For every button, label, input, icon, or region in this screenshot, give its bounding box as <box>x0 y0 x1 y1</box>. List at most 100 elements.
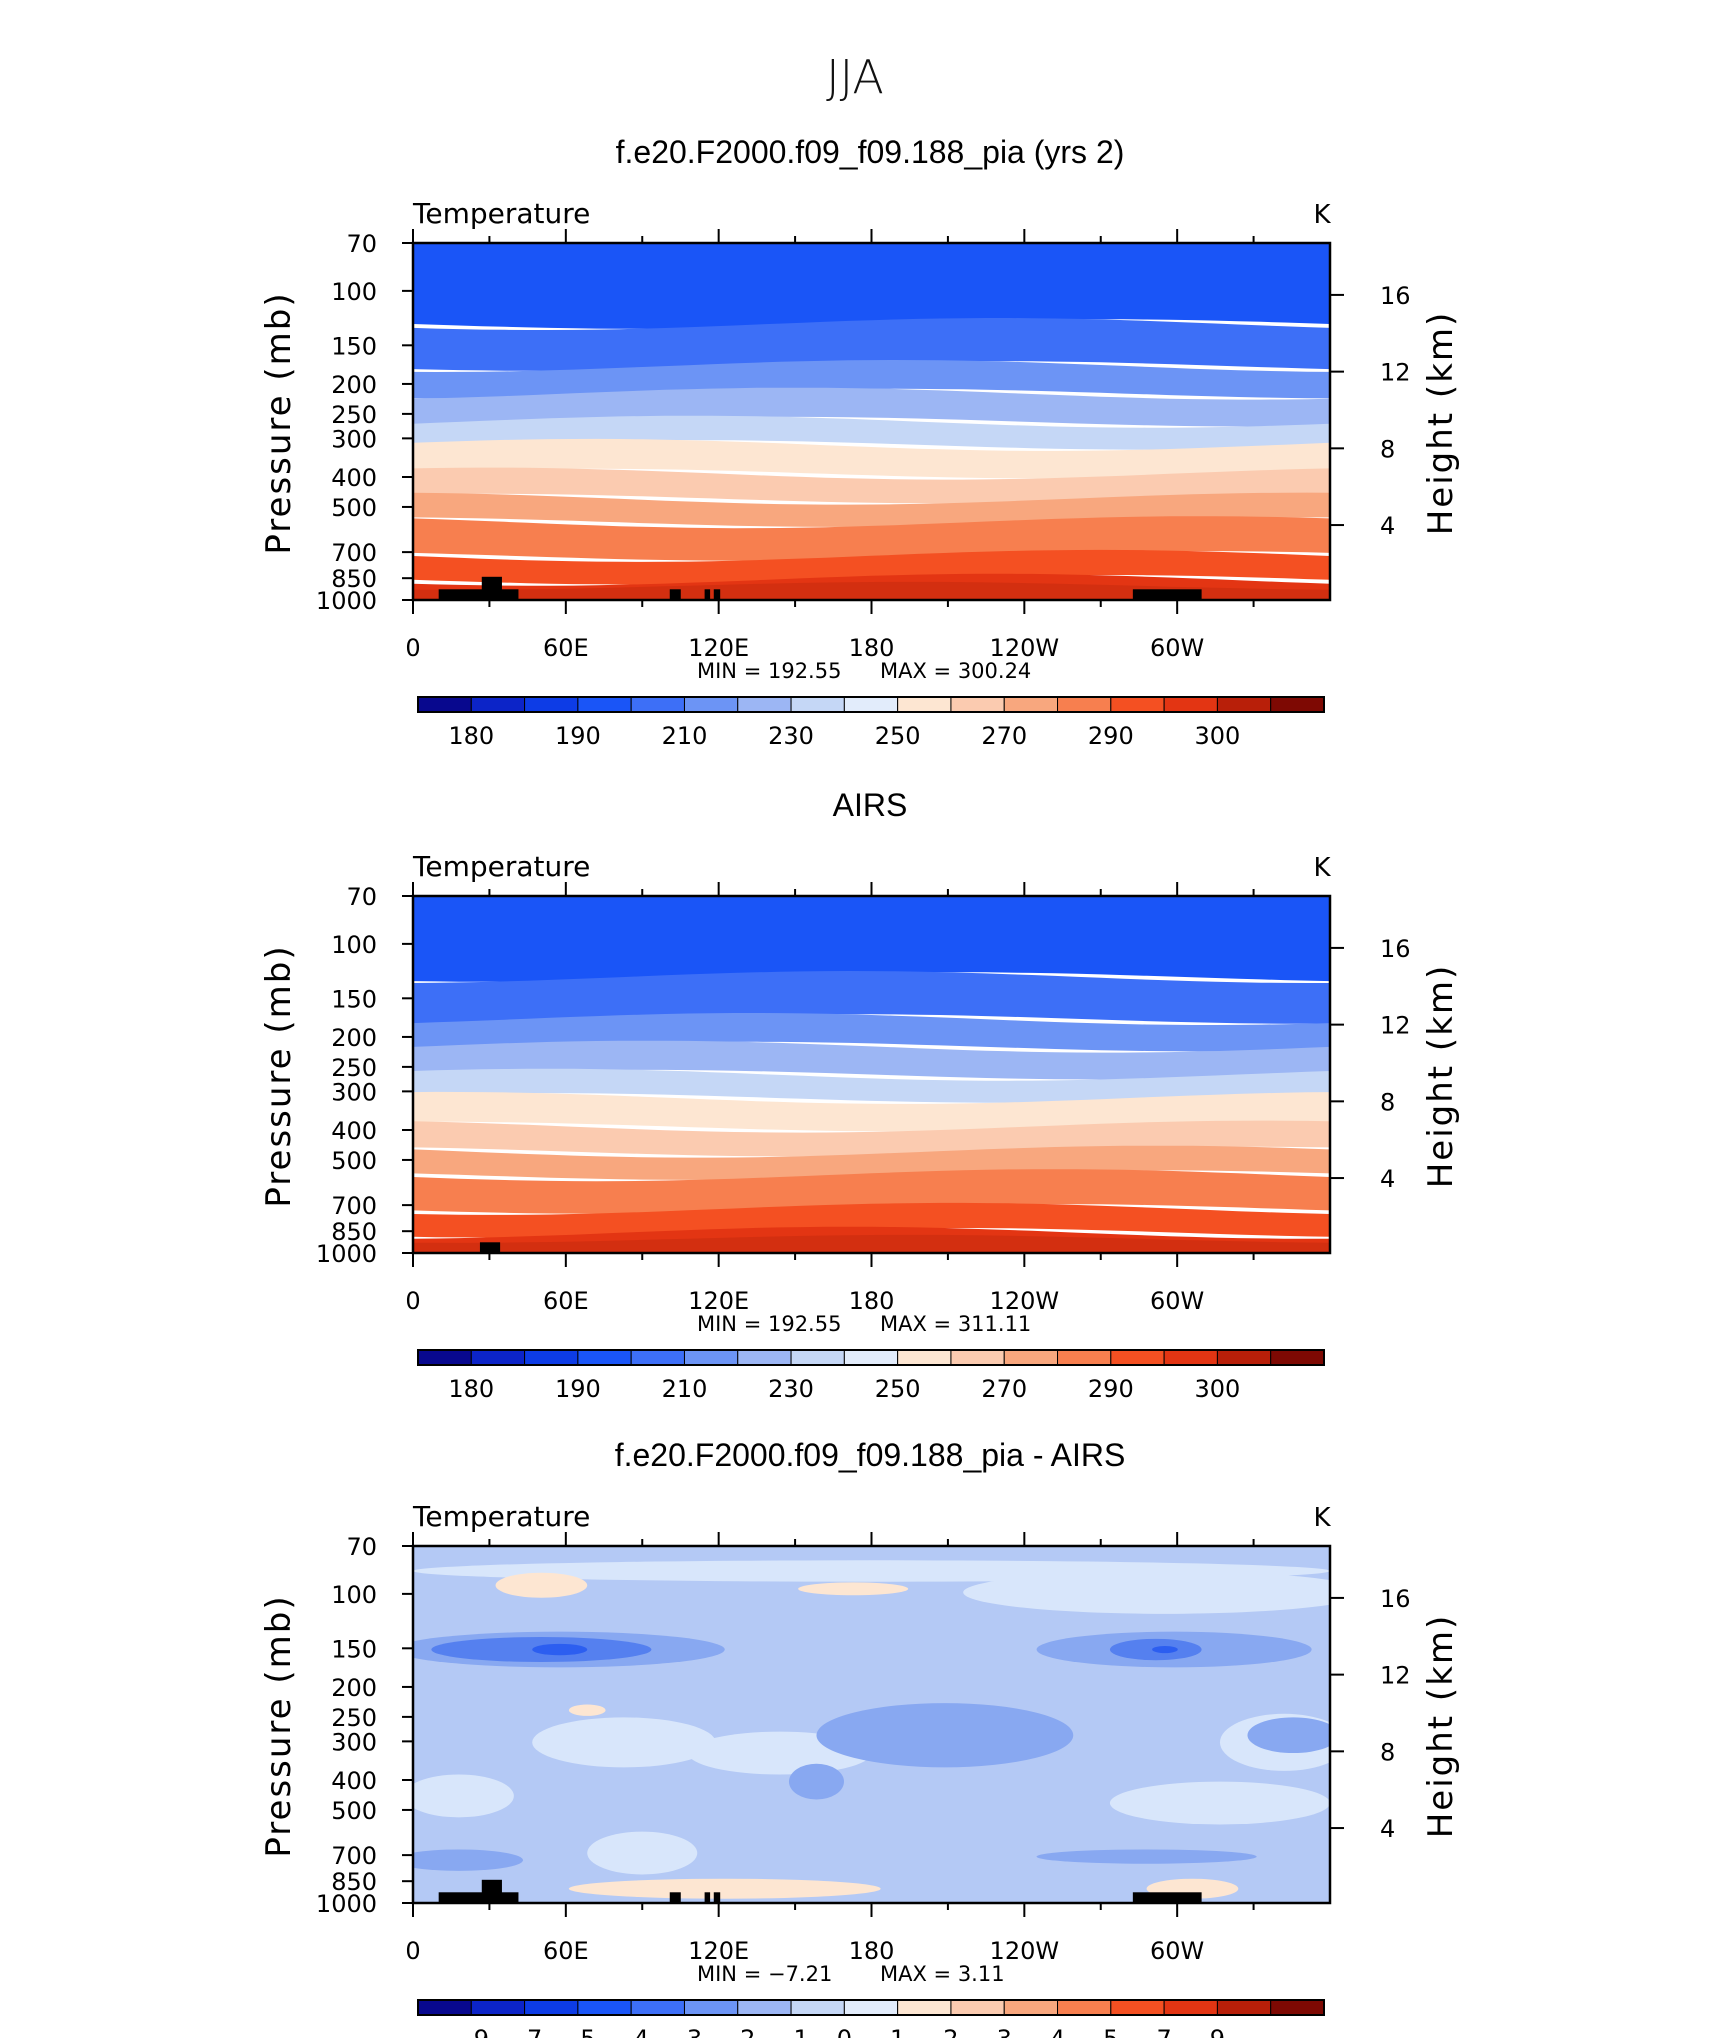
contour-blob <box>495 1572 588 1598</box>
y-tick-label: 1000 <box>316 587 377 615</box>
colorbar-label: 1 <box>890 2025 905 2038</box>
colorbar-box <box>683 1349 739 1366</box>
contour-field <box>413 1546 1330 1903</box>
contour-blob <box>1109 1781 1330 1825</box>
land-mask <box>669 1892 681 1903</box>
colorbar-box <box>1057 1999 1112 2016</box>
contour-blob <box>568 1704 606 1716</box>
colorbar-label: 4 <box>1050 2025 1065 2038</box>
colorbar-label: 270 <box>981 722 1027 750</box>
contour-blob <box>568 1878 881 1899</box>
colorbar-box <box>1163 696 1218 713</box>
contour-band <box>413 896 1330 982</box>
colorbar-label: 5 <box>1103 2025 1118 2038</box>
contour-band <box>413 1068 1330 1103</box>
contour-blob <box>532 1717 716 1768</box>
colorbar-box <box>737 696 792 713</box>
colorbar-label: −3 <box>667 2025 702 2038</box>
contour-band <box>413 467 1330 504</box>
contour-band <box>413 516 1330 561</box>
colorbar-label: 180 <box>448 1375 494 1403</box>
colorbar-label: −2 <box>720 2025 755 2038</box>
colorbar-frame <box>417 696 1325 713</box>
contour-band <box>413 1202 1330 1238</box>
colorbar-label: 290 <box>1088 722 1134 750</box>
colorbar-box <box>1163 1999 1218 2016</box>
contour-band <box>413 581 1330 600</box>
colorbar-label: 300 <box>1195 722 1241 750</box>
y-tick-label: 250 <box>331 1054 377 1082</box>
y-axis-label: Pressure (mb) <box>259 944 299 1207</box>
colorbar-box <box>790 1999 845 2016</box>
contour-blob <box>1036 1849 1257 1864</box>
y-tick-label: 700 <box>331 1192 377 1220</box>
height-tick-label: 8 <box>1380 1088 1395 1116</box>
y-tick-label: 250 <box>331 1704 377 1732</box>
y-tick-label: 850 <box>331 1868 377 1896</box>
panel-1: f.e20.F2000.f09_f09.188_pia (yrs 2) Tempe… <box>259 134 1461 750</box>
colorbar-label: 210 <box>662 722 708 750</box>
y-tick-label: 200 <box>331 371 377 399</box>
colorbar-box <box>1110 1999 1165 2016</box>
land-mask <box>438 1892 519 1903</box>
colorbar-box <box>1003 1999 1059 2016</box>
height-tick-label: 16 <box>1380 935 1411 963</box>
colorbar-box <box>897 1999 952 2016</box>
contour-field <box>413 896 1330 1253</box>
colorbar-box <box>577 1349 632 1366</box>
land-mask <box>1132 1892 1202 1903</box>
land-mask <box>669 589 681 600</box>
height-tick-label: 4 <box>1380 512 1395 540</box>
y-axis-label: Pressure (mb) <box>259 291 299 554</box>
y-tick-label: 150 <box>331 332 377 360</box>
x-tick-label: 60E <box>543 1287 589 1315</box>
contour-blob <box>413 1849 524 1871</box>
land-mask <box>438 589 519 600</box>
contour-band <box>413 415 1330 450</box>
colorbar-box <box>524 1999 579 2016</box>
colorbar-label: −7 <box>507 2025 542 2038</box>
colorbar-box <box>524 696 579 713</box>
land-mask <box>1132 589 1202 600</box>
colorbar-label: 230 <box>768 1375 814 1403</box>
y-tick-label: 300 <box>331 1078 377 1106</box>
colorbar-frame <box>417 1999 1325 2016</box>
min-label: MIN = −7.21 <box>697 1962 832 1986</box>
contour-band <box>413 1145 1330 1180</box>
y-tick-label: 200 <box>331 1674 377 1702</box>
colorbar: 180 190 210 230 250 270 290 300 <box>417 696 1325 750</box>
colorbar-box <box>1003 1349 1059 1366</box>
y-tick-label: 70 <box>346 1533 377 1561</box>
colorbar-label: 190 <box>555 722 601 750</box>
contour-blob <box>798 1582 909 1596</box>
contour-band <box>413 549 1330 585</box>
colorbar-box <box>737 1999 792 2016</box>
min-label: MIN = 192.55 <box>697 659 841 683</box>
colorbar-box <box>1110 1349 1165 1366</box>
colorbar-label: −5 <box>560 2025 595 2038</box>
colorbar-label: −9 <box>454 2025 489 2038</box>
height-tick-label: 4 <box>1380 1165 1395 1193</box>
colorbar-frame <box>417 1349 1325 1366</box>
contour-blob <box>587 1831 698 1875</box>
colorbar-box <box>950 1349 1005 1366</box>
colorbar-label: 230 <box>768 722 814 750</box>
x-tick-label: 120W <box>990 1937 1060 1965</box>
land-mask <box>479 1242 501 1253</box>
colorbar-box <box>630 1349 685 1366</box>
x-tick-label: 120E <box>688 1287 749 1315</box>
colorbar-box <box>1163 1349 1218 1366</box>
y-tick-label: 700 <box>331 539 377 567</box>
height-tick-label: 12 <box>1380 1662 1411 1690</box>
colorbar-label: 0 <box>837 2025 852 2038</box>
contour-blob <box>788 1763 844 1800</box>
colorbar-box <box>630 696 685 713</box>
units-label: K <box>1313 200 1331 230</box>
x-tick-label: 120W <box>990 634 1060 662</box>
colorbar-label: 9 <box>1210 2025 1225 2038</box>
colorbar-box <box>790 1349 845 1366</box>
colorbar-label: 190 <box>555 1375 601 1403</box>
contour-blob <box>532 1643 588 1656</box>
contour-band <box>413 1091 1330 1132</box>
colorbar: 180 190 210 230 250 270 290 300 <box>417 1349 1325 1403</box>
